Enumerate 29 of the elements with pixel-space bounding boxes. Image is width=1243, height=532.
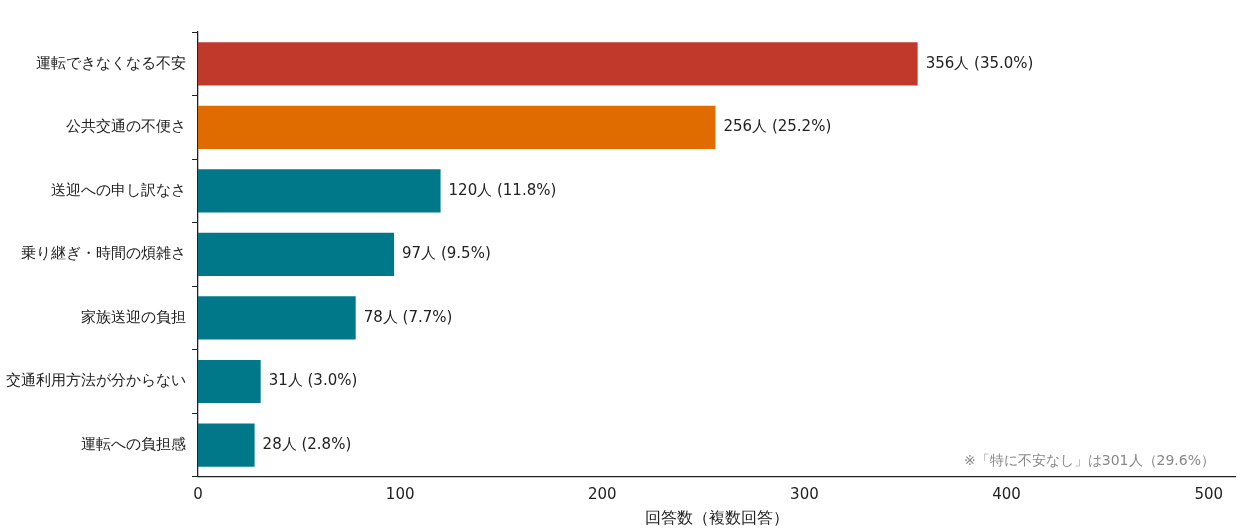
data-label: 120人 (11.8%) — [448, 180, 557, 199]
data-label: 356人 (35.0%) — [925, 53, 1034, 72]
x-axis-title: 回答数（複数回答） — [644, 507, 789, 527]
y-tick-label: 運転への負担感 — [81, 434, 186, 453]
x-tick-label: 200 — [587, 484, 617, 503]
y-tick-label: 公共交通の不便さ — [66, 117, 186, 136]
data-label: 97人 (9.5%) — [402, 244, 491, 263]
annotation: ※「特に不安なし」は301人（29.6%） — [964, 452, 1215, 469]
bar — [198, 296, 356, 340]
bar — [198, 42, 918, 86]
bar — [198, 105, 716, 149]
x-tick-label: 100 — [385, 484, 415, 503]
x-tick-label: 500 — [1194, 484, 1224, 503]
bar — [198, 423, 255, 467]
y-tick-label: 運転できなくなる不安 — [36, 53, 186, 72]
data-label: 78人 (7.7%) — [363, 307, 453, 326]
x-tick-label: 400 — [992, 484, 1021, 503]
y-tick-label: 家族送迎の負担 — [81, 307, 186, 326]
x-tick-label: 300 — [790, 484, 819, 503]
data-label: 31人 (3.0%) — [268, 371, 358, 390]
y-tick-label: 送迎への申し訳なさ — [51, 180, 186, 199]
x-tick-label: 0 — [193, 484, 203, 503]
y-tick-label: 交通利用方法が分からない — [6, 371, 186, 390]
bar — [198, 232, 395, 277]
data-label: 256人 (25.2%) — [723, 117, 832, 136]
bar — [198, 359, 261, 404]
bar — [198, 169, 441, 213]
data-label: 28人 (2.8%) — [262, 434, 352, 453]
y-tick-label: 乗り継ぎ・時間の煩雑さ — [21, 244, 186, 263]
